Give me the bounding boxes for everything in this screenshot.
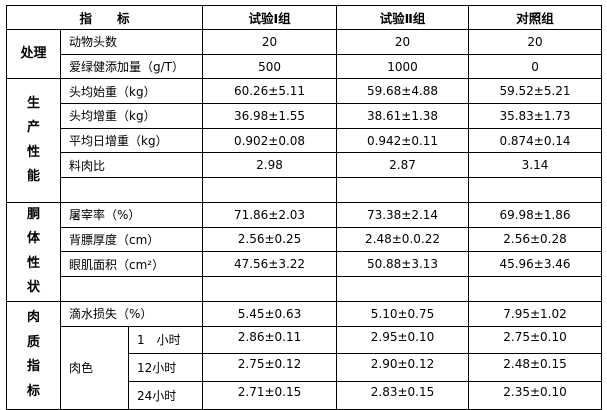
table-row: 处理 动物头数 20 20 20 xyxy=(6,28,603,80)
table-row: 肉质指标 滴水损失（%） 5.45±0.63 5.10±0.75 7.95±1.… xyxy=(6,300,603,410)
cell: 0.874±0.14 xyxy=(468,127,603,154)
section-label: 肉质指标 xyxy=(6,300,61,410)
cell: 20 xyxy=(468,29,603,55)
table-row: 背膘厚度（cm） 2.56±0.25 2.48±0.0.22 2.56±0.28 xyxy=(7,226,603,253)
cell: 2.75±0.10 xyxy=(468,325,603,355)
cell: 7.95±1.02 xyxy=(468,300,603,327)
cell: 60.26±5.11 xyxy=(202,78,338,105)
cell: 35.83±1.73 xyxy=(468,103,603,129)
cell: 3.14 xyxy=(468,152,603,179)
table-row: 头均增重（kg） 36.98±1.55 38.61±1.38 35.83±1.7… xyxy=(7,103,603,129)
row-label: 头均增重（kg） xyxy=(59,103,204,129)
cell: 2.35±0.10 xyxy=(468,380,603,410)
cell: 59.68±4.88 xyxy=(336,78,470,105)
cell: 2.90±0.12 xyxy=(336,353,470,382)
cell: 2.98 xyxy=(202,152,338,179)
cell: 45.96±3.46 xyxy=(468,251,603,278)
cell: 2.75±0.12 xyxy=(202,353,338,382)
header-group2: 试验Ⅱ组 xyxy=(336,5,470,30)
header-row: 指 标 试验Ⅰ组 试验Ⅱ组 对照组 xyxy=(5,5,603,30)
empty-cell xyxy=(336,177,470,203)
table-row: 12小时 2.75±0.12 2.90±0.12 2.48±0.15 xyxy=(7,353,603,382)
empty-row xyxy=(7,177,603,203)
row-label: 背膘厚度（cm） xyxy=(59,226,204,253)
header-group1: 试验Ⅰ组 xyxy=(202,5,338,30)
cell: 2.56±0.25 xyxy=(202,226,338,253)
table-row: 胴体性状 屠宰率（%） 71.86±2.03 73.38±2.14 69.98±… xyxy=(6,201,603,302)
time-label: 24小时 xyxy=(127,380,204,410)
header-control: 对照组 xyxy=(468,5,603,30)
cell: 47.56±3.22 xyxy=(202,251,338,278)
section-label: 处理 xyxy=(6,28,61,80)
cell: 2.95±0.10 xyxy=(336,325,470,355)
table-row: 肉色 1 小时 2.86±0.11 2.95±0.10 2.75±0.10 xyxy=(7,325,603,410)
table-row: 平均日增重（kg） 0.902±0.08 0.942±0.11 0.874±0.… xyxy=(7,127,603,154)
cell: 5.45±0.63 xyxy=(202,300,338,327)
row-label: 屠宰率（%） xyxy=(59,201,204,228)
time-label: 12小时 xyxy=(127,353,204,382)
row-label: 平均日增重（kg） xyxy=(59,127,204,154)
cell: 2.86±0.11 xyxy=(202,325,338,355)
cell: 0.902±0.08 xyxy=(202,127,338,154)
cell: 500 xyxy=(202,53,338,80)
cell: 69.98±1.86 xyxy=(468,201,603,228)
row-label: 料肉比 xyxy=(59,152,204,179)
cell: 73.38±2.14 xyxy=(336,201,470,228)
cell: 0 xyxy=(468,53,603,80)
empty-cell xyxy=(336,276,470,302)
empty-cell xyxy=(202,276,338,302)
cell: 2.48±0.15 xyxy=(468,353,603,382)
meat-color-label: 肉色 xyxy=(60,325,129,410)
empty-cell xyxy=(468,276,603,302)
table-row: 眼肌面积（cm²） 47.56±3.22 50.88±3.13 45.96±3.… xyxy=(7,251,603,278)
empty-cell xyxy=(59,276,204,302)
row-label: 头均始重（kg） xyxy=(59,78,204,105)
cell: 71.86±2.03 xyxy=(202,201,338,228)
header-indicator: 指 标 xyxy=(5,5,204,30)
time-label: 1 小时 xyxy=(127,325,204,355)
cell: 5.10±0.75 xyxy=(336,300,470,327)
cell: 2.83±0.15 xyxy=(336,380,470,410)
row-label: 滴水损失（%） xyxy=(59,300,204,327)
row-label: 爱绿健添加量（g/T） xyxy=(59,53,204,80)
section-label: 生产性能 xyxy=(6,78,61,203)
table-row: 生产性能 头均始重（kg） 60.26±5.11 59.68±4.88 59.5… xyxy=(6,78,603,203)
empty-cell xyxy=(59,177,204,203)
cell: 0.942±0.11 xyxy=(336,127,470,154)
row-label: 动物头数 xyxy=(59,29,204,55)
cell: 36.98±1.55 xyxy=(202,103,338,129)
row-label: 眼肌面积（cm²） xyxy=(59,251,204,278)
cell: 20 xyxy=(202,29,338,55)
cell: 2.56±0.28 xyxy=(468,226,603,253)
section-label: 胴体性状 xyxy=(6,201,61,302)
table-row: 爱绿健添加量（g/T） 500 1000 0 xyxy=(7,53,603,80)
empty-cell xyxy=(202,177,338,203)
cell: 2.71±0.15 xyxy=(202,380,338,410)
table-row: 料肉比 2.98 2.87 3.14 xyxy=(7,152,603,179)
cell: 1000 xyxy=(336,53,470,80)
cell: 2.48±0.0.22 xyxy=(336,226,470,253)
empty-cell xyxy=(468,177,603,203)
cell: 2.87 xyxy=(336,152,470,179)
data-table: 指 标 试验Ⅰ组 试验Ⅱ组 对照组 处理 动物头数 20 20 20 爱绿健添加… xyxy=(5,5,603,410)
empty-row xyxy=(7,276,603,302)
cell: 50.88±3.13 xyxy=(336,251,470,278)
cell: 59.52±5.21 xyxy=(468,78,603,105)
cell: 20 xyxy=(336,29,470,55)
cell: 38.61±1.38 xyxy=(336,103,470,129)
